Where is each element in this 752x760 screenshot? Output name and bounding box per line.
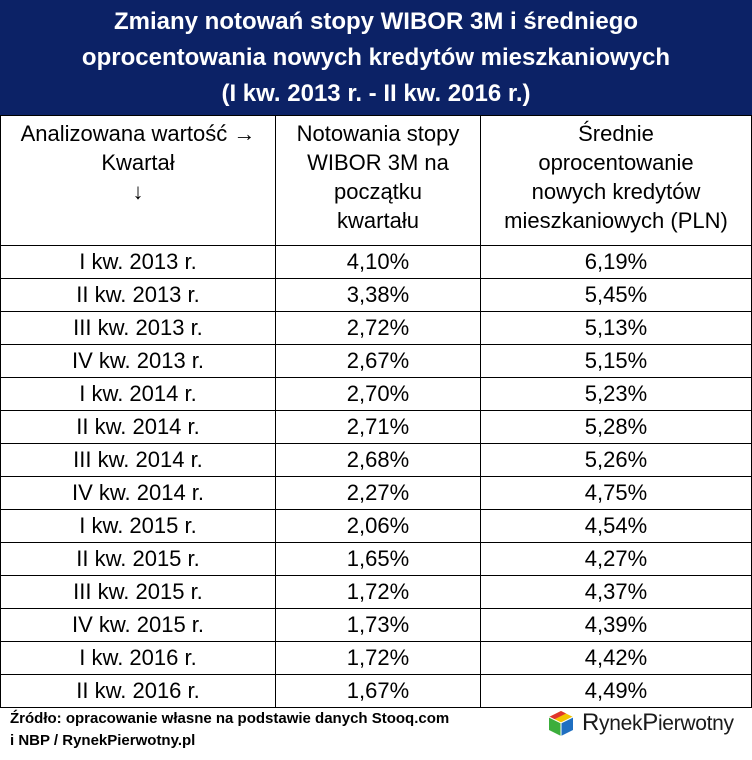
rate-cell: 6,19% — [480, 245, 752, 279]
brand-logo: RynekPierwotny — [546, 708, 734, 738]
quarter-cell: IV kw. 2013 r. — [0, 344, 276, 378]
rate-cell: 5,45% — [480, 278, 752, 312]
table-row: II kw. 2016 r. 1,67% 4,49% — [0, 674, 752, 708]
rate-cell: 5,23% — [480, 377, 752, 411]
quarter-cell: II kw. 2016 r. — [0, 674, 276, 708]
header-wibor-line: kwartału — [337, 208, 419, 233]
rate-cell: 4,42% — [480, 641, 752, 675]
wibor-cell: 3,38% — [275, 278, 481, 312]
wibor-cell: 1,72% — [275, 641, 481, 675]
rate-cell: 4,75% — [480, 476, 752, 510]
wibor-cell: 2,71% — [275, 410, 481, 444]
quarter-cell: II kw. 2014 r. — [0, 410, 276, 444]
table-row: I kw. 2016 r. 1,72% 4,42% — [0, 641, 752, 675]
rate-cell: 4,49% — [480, 674, 752, 708]
header-quarter-line: Kwartał — [101, 150, 175, 175]
quarter-cell: I kw. 2014 r. — [0, 377, 276, 411]
title-line-2: oprocentowania nowych kredytów mieszkani… — [81, 44, 671, 71]
rate-cell: 5,28% — [480, 410, 752, 444]
title-line-1: Zmiany notowań stopy WIBOR 3M i średnieg… — [113, 8, 639, 35]
quarter-cell: III kw. 2014 r. — [0, 443, 276, 477]
table-body: I kw. 2013 r. 4,10% 6,19% II kw. 2013 r. 3,3… — [0, 245, 752, 708]
rate-cell: 4,39% — [480, 608, 752, 642]
quarter-cell: I kw. 2015 r. — [0, 509, 276, 543]
logo-letter: R — [582, 709, 600, 736]
logo-wordmark: RynekPierwotny — [582, 709, 734, 737]
data-table: Analizowana wartość → Kwartał ↓ Notowani… — [0, 115, 752, 708]
rate-cell: 5,13% — [480, 311, 752, 345]
wibor-cell: 4,10% — [275, 245, 481, 279]
header-rate-line: oprocentowanie — [538, 150, 694, 175]
table-row: I kw. 2014 r. 2,70% 5,23% — [0, 377, 752, 411]
quarter-cell: III kw. 2013 r. — [0, 311, 276, 345]
table-row: III kw. 2015 r. 1,72% 4,37% — [0, 575, 752, 609]
table-row: IV kw. 2015 r. 1,73% 4,39% — [0, 608, 752, 642]
quarter-cell: IV kw. 2014 r. — [0, 476, 276, 510]
header-quarter-arrow: ↓ — [132, 179, 144, 204]
logo-text-part: ierwotny — [657, 712, 734, 735]
table-row: III kw. 2014 r. 2,68% 5,26% — [0, 443, 752, 477]
wibor-cell: 2,72% — [275, 311, 481, 345]
header-quarter-line: Analizowana wartość → — [20, 121, 256, 146]
table-row: I kw. 2015 r. 2,06% 4,54% — [0, 509, 752, 543]
quarter-cell: I kw. 2016 r. — [0, 641, 276, 675]
logo-text-part: ynek — [599, 712, 643, 735]
title-line-3: (I kw. 2013 r. - II kw. 2016 r.) — [221, 80, 531, 107]
source-line-1: Źródło: opracowanie własne na podstawie … — [10, 710, 450, 727]
header-quarter: Analizowana wartość → Kwartał ↓ — [0, 115, 276, 246]
table-row: IV kw. 2014 r. 2,27% 4,75% — [0, 476, 752, 510]
wibor-cell: 2,27% — [275, 476, 481, 510]
wibor-cell: 1,67% — [275, 674, 481, 708]
cube-logo-icon — [548, 711, 574, 736]
table-row: I kw. 2013 r. 4,10% 6,19% — [0, 245, 752, 279]
table-row: IV kw. 2013 r. 2,67% 5,15% — [0, 344, 752, 378]
header-rate-line: mieszkaniowych (PLN) — [504, 208, 728, 233]
wibor-cell: 2,06% — [275, 509, 481, 543]
quarter-cell: III kw. 2015 r. — [0, 575, 276, 609]
rate-cell: 4,54% — [480, 509, 752, 543]
wibor-cell: 2,67% — [275, 344, 481, 378]
header-wibor-line: początku — [333, 179, 423, 204]
table-row: II kw. 2014 r. 2,71% 5,28% — [0, 410, 752, 444]
rate-cell: 5,26% — [480, 443, 752, 477]
wibor-cell: 2,70% — [275, 377, 481, 411]
header-wibor-line: WIBOR 3M na — [307, 150, 449, 175]
quarter-cell: II kw. 2013 r. — [0, 278, 276, 312]
logo-letter: P — [642, 709, 658, 736]
wibor-cell: 2,68% — [275, 443, 481, 477]
header-wibor: Notowania stopy WIBOR 3M na początku kwa… — [275, 115, 481, 246]
header-rate-line: nowych kredytów — [531, 179, 701, 204]
chart-title: Zmiany notowań stopy WIBOR 3M i średnieg… — [0, 0, 752, 115]
rate-cell: 4,37% — [480, 575, 752, 609]
wibor-cell: 1,72% — [275, 575, 481, 609]
quarter-cell: IV kw. 2015 r. — [0, 608, 276, 642]
source-line-2: i NBP / RynekPierwotny.pl — [10, 732, 196, 749]
wibor-cell: 1,65% — [275, 542, 481, 576]
table-row: II kw. 2015 r. 1,65% 4,27% — [0, 542, 752, 576]
rate-cell: 5,15% — [480, 344, 752, 378]
quarter-cell: I kw. 2013 r. — [0, 245, 276, 279]
rate-cell: 4,27% — [480, 542, 752, 576]
header-rate-line: Średnie — [578, 121, 654, 146]
wibor-cell: 1,73% — [275, 608, 481, 642]
quarter-cell: II kw. 2015 r. — [0, 542, 276, 576]
header-rate: Średnie oprocentowanie nowych kredytów m… — [480, 115, 752, 246]
header-row: Analizowana wartość → Kwartał ↓ Notowani… — [0, 115, 752, 246]
source-note: Źródło: opracowanie własne na podstawie … — [10, 708, 550, 752]
header-wibor-line: Notowania stopy — [296, 121, 460, 146]
table-row: III kw. 2013 r. 2,72% 5,13% — [0, 311, 752, 345]
table-row: II kw. 2013 r. 3,38% 5,45% — [0, 278, 752, 312]
